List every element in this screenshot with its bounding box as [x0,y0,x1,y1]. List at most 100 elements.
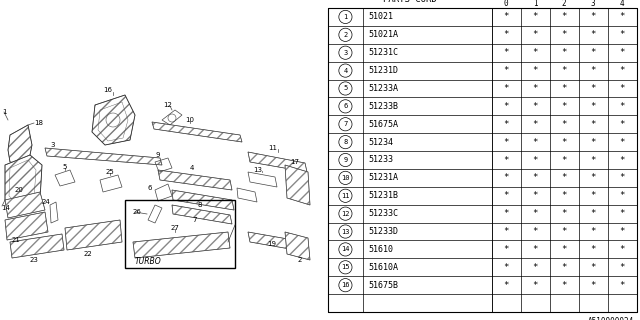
Text: *: * [503,84,509,93]
Text: *: * [503,48,509,57]
Text: *: * [620,191,625,200]
Text: 16: 16 [341,282,349,288]
Text: 8: 8 [343,139,348,145]
Text: 51231B: 51231B [368,191,398,200]
Text: *: * [532,281,538,290]
Text: PARTS CORD: PARTS CORD [383,0,436,4]
Text: *: * [532,102,538,111]
Text: *: * [620,84,625,93]
Text: 7: 7 [343,121,348,127]
Text: 9
2: 9 2 [562,0,566,8]
Polygon shape [45,148,162,165]
Text: 9
0: 9 0 [504,0,508,8]
Text: 24: 24 [42,199,51,205]
Text: *: * [503,30,509,39]
Text: *: * [561,263,567,272]
Text: 51021: 51021 [368,12,393,21]
Text: 51675B: 51675B [368,281,398,290]
Text: *: * [620,102,625,111]
Text: 27: 27 [171,225,179,231]
Text: A510000024: A510000024 [588,317,634,320]
Polygon shape [133,232,230,258]
Text: *: * [532,191,538,200]
Text: *: * [503,12,509,21]
Text: *: * [561,102,567,111]
Text: *: * [503,263,509,272]
Text: 51233D: 51233D [368,227,398,236]
Text: 3: 3 [343,50,348,56]
Text: *: * [561,138,567,147]
Text: *: * [503,191,509,200]
Text: 1: 1 [2,109,6,115]
Text: 4: 4 [343,68,348,74]
Text: *: * [561,84,567,93]
Text: *: * [503,173,509,182]
Text: 21: 21 [12,237,21,243]
Text: 18: 18 [34,120,43,126]
Text: *: * [561,156,567,164]
Polygon shape [248,152,307,172]
Polygon shape [5,212,48,240]
Text: 17: 17 [291,159,300,165]
Text: *: * [591,209,596,218]
Text: *: * [620,12,625,21]
Text: *: * [532,173,538,182]
Text: *: * [591,84,596,93]
Text: 51233C: 51233C [368,209,398,218]
Text: 10: 10 [186,117,195,123]
Text: *: * [620,120,625,129]
Text: 26: 26 [133,209,142,215]
Text: *: * [532,84,538,93]
Text: 5: 5 [343,85,348,92]
Text: 4: 4 [190,165,194,171]
Text: *: * [620,156,625,164]
Text: *: * [532,245,538,254]
Text: 51231D: 51231D [368,66,398,75]
Text: 22: 22 [84,251,92,257]
Polygon shape [172,190,234,210]
Text: *: * [532,48,538,57]
Text: 2: 2 [298,257,302,263]
Text: *: * [532,209,538,218]
Text: 51231C: 51231C [368,48,398,57]
Text: *: * [561,173,567,182]
Text: *: * [503,245,509,254]
Bar [125,200,235,268]
Text: 3: 3 [50,142,54,148]
Text: *: * [591,102,596,111]
Text: 25: 25 [106,169,115,175]
Text: 6: 6 [148,185,152,191]
Text: *: * [620,209,625,218]
Text: *: * [620,30,625,39]
Text: 9: 9 [343,157,348,163]
Text: *: * [532,120,538,129]
Text: 14: 14 [341,246,349,252]
Text: *: * [561,227,567,236]
Text: *: * [620,138,625,147]
Text: 9
4: 9 4 [620,0,625,8]
Text: *: * [591,156,596,164]
Text: *: * [532,138,538,147]
Text: *: * [620,173,625,182]
Text: *: * [561,30,567,39]
Text: *: * [561,120,567,129]
Text: *: * [503,227,509,236]
Text: 7: 7 [193,217,197,223]
Text: *: * [561,245,567,254]
Text: *: * [561,191,567,200]
Text: 20: 20 [15,187,24,193]
Text: *: * [532,156,538,164]
Text: 51234: 51234 [368,138,393,147]
Text: *: * [591,191,596,200]
Text: 51675A: 51675A [368,120,398,129]
Text: *: * [503,138,509,147]
Text: 12: 12 [341,211,349,217]
Polygon shape [248,232,307,252]
Text: *: * [591,30,596,39]
Text: *: * [503,66,509,75]
Text: 11: 11 [341,193,349,199]
Text: 9: 9 [156,152,161,158]
Text: 19: 19 [268,241,276,247]
Text: *: * [532,227,538,236]
Text: 9
3: 9 3 [591,0,596,8]
